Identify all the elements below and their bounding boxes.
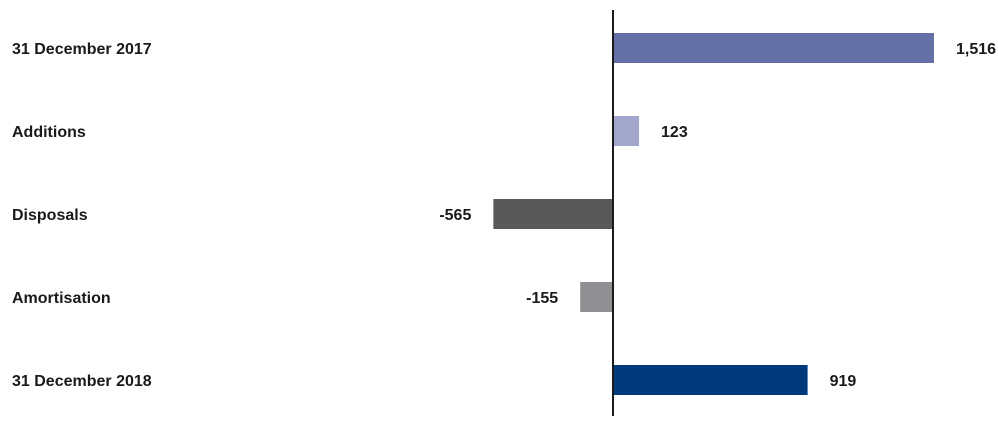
category-label: 31 December 2017 bbox=[12, 41, 152, 58]
bar bbox=[613, 33, 934, 63]
value-label: 1,516 bbox=[956, 41, 996, 58]
bar bbox=[613, 116, 640, 146]
category-label: Additions bbox=[12, 124, 86, 141]
bar bbox=[580, 282, 613, 312]
category-label: Disposals bbox=[12, 207, 88, 224]
value-labels: 1,516 123 -565 -155 919 bbox=[439, 41, 996, 390]
bars bbox=[493, 33, 934, 395]
bar bbox=[613, 365, 808, 395]
value-label: 919 bbox=[830, 373, 857, 390]
value-label: -565 bbox=[439, 207, 471, 224]
value-label: 123 bbox=[661, 124, 688, 141]
category-label: 31 December 2018 bbox=[12, 373, 152, 390]
category-labels: 31 December 2017 Additions Disposals Amorti… bbox=[12, 41, 152, 390]
category-label: Amortisation bbox=[12, 290, 111, 307]
value-label: -155 bbox=[526, 290, 558, 307]
bar bbox=[493, 199, 613, 229]
